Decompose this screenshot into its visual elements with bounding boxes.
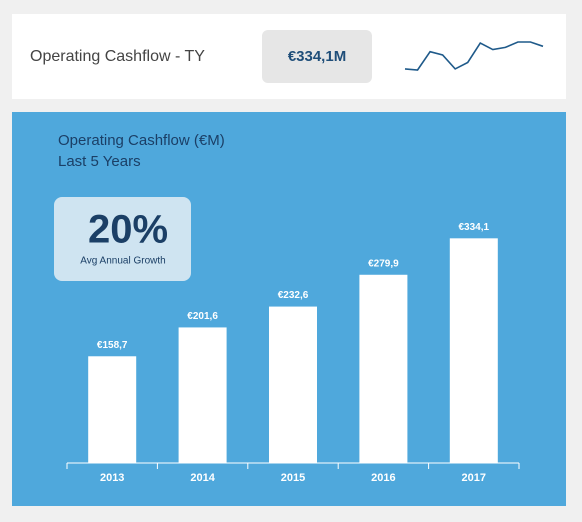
bar bbox=[449, 238, 498, 463]
value-label: €334,1 bbox=[459, 222, 490, 233]
header-value: €334,1M bbox=[288, 48, 346, 65]
bar bbox=[178, 327, 227, 463]
x-tick-label: 2016 bbox=[371, 472, 395, 484]
value-label: €158,7 bbox=[97, 340, 128, 351]
bar bbox=[359, 274, 408, 463]
bar bbox=[88, 356, 137, 463]
x-tick-label: 2017 bbox=[462, 472, 486, 484]
kpi-label: Avg Annual Growth bbox=[80, 256, 165, 267]
kpi-box bbox=[54, 197, 191, 281]
value-label: €232,6 bbox=[278, 290, 309, 301]
kpi-value: 20% bbox=[88, 208, 168, 252]
value-label: €279,9 bbox=[368, 258, 399, 269]
chart-subtitle: Last 5 Years bbox=[58, 153, 141, 170]
value-label: €201,6 bbox=[187, 311, 218, 322]
header-title: Operating Cashflow - TY bbox=[30, 48, 205, 65]
sparkline bbox=[404, 41, 544, 71]
value-box bbox=[262, 30, 372, 83]
chart-title: Operating Cashflow (€M) bbox=[58, 132, 225, 149]
x-tick-label: 2015 bbox=[281, 472, 305, 484]
x-tick-label: 2013 bbox=[100, 472, 124, 484]
x-tick-label: 2014 bbox=[190, 472, 215, 484]
bar bbox=[269, 306, 317, 463]
